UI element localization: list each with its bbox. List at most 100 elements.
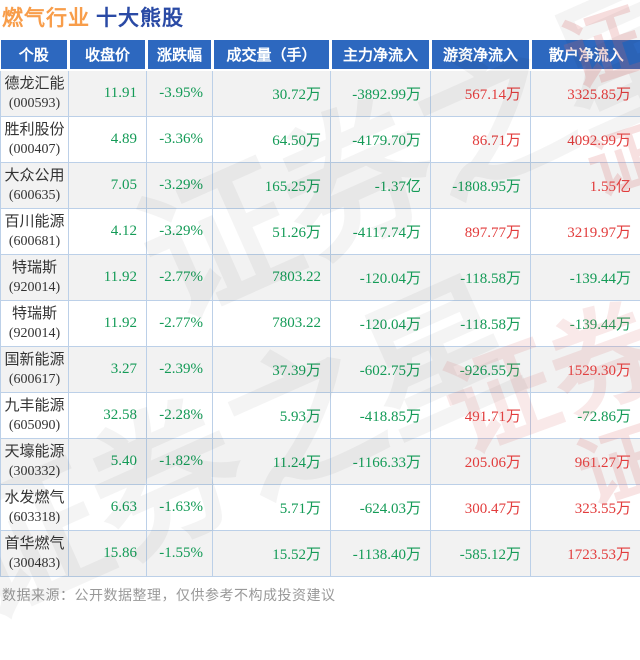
stock-code: (920014) xyxy=(1,278,68,297)
volume-cell: 165.25万 xyxy=(213,163,331,209)
stock-name: 水发燃气 xyxy=(1,489,68,508)
main-net-inflow-cell: -1.37亿 xyxy=(331,163,431,209)
hot-money-net-inflow-cell: 491.71万 xyxy=(431,393,531,439)
close-price-cell: 5.40 xyxy=(69,439,147,485)
hot-money-net-inflow-cell: -118.58万 xyxy=(431,255,531,301)
stock-name-cell: 首华燃气(300483) xyxy=(1,531,69,577)
retail-net-inflow-cell: 1.55亿 xyxy=(531,163,640,209)
stock-code: (600681) xyxy=(1,232,68,251)
column-header: 散户净流入 xyxy=(531,40,640,70)
retail-net-inflow-cell: 4092.99万 xyxy=(531,117,640,163)
stock-code: (600617) xyxy=(1,370,68,389)
main-net-inflow-cell: -418.85万 xyxy=(331,393,431,439)
table-row: 特瑞斯(920014)11.92-2.77%7803.22-120.04万-11… xyxy=(1,301,640,347)
change-percent-cell: -2.39% xyxy=(147,347,213,393)
main-net-inflow-cell: -3892.99万 xyxy=(331,70,431,117)
volume-cell: 7803.22 xyxy=(213,255,331,301)
close-price-cell: 11.92 xyxy=(69,301,147,347)
close-price-cell: 4.12 xyxy=(69,209,147,255)
hot-money-net-inflow-cell: 300.47万 xyxy=(431,485,531,531)
retail-net-inflow-cell: 323.55万 xyxy=(531,485,640,531)
stock-name: 百川能源 xyxy=(1,213,68,232)
stock-name: 特瑞斯 xyxy=(1,305,68,324)
main-net-inflow-cell: -120.04万 xyxy=(331,255,431,301)
main-net-inflow-cell: -624.03万 xyxy=(331,485,431,531)
change-percent-cell: -1.82% xyxy=(147,439,213,485)
table-header-row: 个股收盘价涨跌幅成交量（手）主力净流入游资净流入散户净流入 xyxy=(1,40,640,70)
stock-code: (600635) xyxy=(1,186,68,205)
stock-code: (300483) xyxy=(1,554,68,573)
retail-net-inflow-cell: -72.86万 xyxy=(531,393,640,439)
stock-code: (000593) xyxy=(1,94,68,113)
stock-name: 大众公用 xyxy=(1,167,68,186)
stock-code: (300332) xyxy=(1,462,68,481)
stock-name: 首华燃气 xyxy=(1,535,68,554)
retail-net-inflow-cell: 961.27万 xyxy=(531,439,640,485)
change-percent-cell: -1.55% xyxy=(147,531,213,577)
stock-name-cell: 九丰能源(605090) xyxy=(1,393,69,439)
change-percent-cell: -2.28% xyxy=(147,393,213,439)
stock-name: 德龙汇能 xyxy=(1,75,68,94)
hot-money-net-inflow-cell: 897.77万 xyxy=(431,209,531,255)
change-percent-cell: -1.63% xyxy=(147,485,213,531)
stock-code: (000407) xyxy=(1,140,68,159)
change-percent-cell: -2.77% xyxy=(147,301,213,347)
table-row: 首华燃气(300483)15.86-1.55%15.52万-1138.40万-5… xyxy=(1,531,640,577)
volume-cell: 5.93万 xyxy=(213,393,331,439)
stock-name-cell: 特瑞斯(920014) xyxy=(1,301,69,347)
column-header: 游资净流入 xyxy=(431,40,531,70)
main-net-inflow-cell: -4117.74万 xyxy=(331,209,431,255)
stock-code: (920014) xyxy=(1,324,68,343)
change-percent-cell: -3.95% xyxy=(147,70,213,117)
hot-money-net-inflow-cell: 86.71万 xyxy=(431,117,531,163)
column-header: 收盘价 xyxy=(69,40,147,70)
stock-name-cell: 胜利股份(000407) xyxy=(1,117,69,163)
retail-net-inflow-cell: -139.44万 xyxy=(531,301,640,347)
hot-money-net-inflow-cell: 567.14万 xyxy=(431,70,531,117)
close-price-cell: 7.05 xyxy=(69,163,147,209)
main-net-inflow-cell: -1166.33万 xyxy=(331,439,431,485)
hot-money-net-inflow-cell: 205.06万 xyxy=(431,439,531,485)
volume-cell: 5.71万 xyxy=(213,485,331,531)
retail-net-inflow-cell: 1723.53万 xyxy=(531,531,640,577)
volume-cell: 64.50万 xyxy=(213,117,331,163)
hot-money-net-inflow-cell: -1808.95万 xyxy=(431,163,531,209)
retail-net-inflow-cell: 1529.30万 xyxy=(531,347,640,393)
close-price-cell: 32.58 xyxy=(69,393,147,439)
hot-money-net-inflow-cell: -585.12万 xyxy=(431,531,531,577)
stock-name-cell: 水发燃气(603318) xyxy=(1,485,69,531)
column-header: 主力净流入 xyxy=(331,40,431,70)
stock-code: (605090) xyxy=(1,416,68,435)
close-price-cell: 11.91 xyxy=(69,70,147,117)
subtitle: 十大熊股 xyxy=(96,7,184,30)
column-header: 个股 xyxy=(1,40,69,70)
hot-money-net-inflow-cell: -926.55万 xyxy=(431,347,531,393)
close-price-cell: 11.92 xyxy=(69,255,147,301)
close-price-cell: 4.89 xyxy=(69,117,147,163)
change-percent-cell: -3.36% xyxy=(147,117,213,163)
change-percent-cell: -2.77% xyxy=(147,255,213,301)
stock-name: 胜利股份 xyxy=(1,121,68,140)
main-net-inflow-cell: -120.04万 xyxy=(331,301,431,347)
main-net-inflow-cell: -602.75万 xyxy=(331,347,431,393)
main-net-inflow-cell: -1138.40万 xyxy=(331,531,431,577)
close-price-cell: 3.27 xyxy=(69,347,147,393)
close-price-cell: 6.63 xyxy=(69,485,147,531)
stock-name: 国新能源 xyxy=(1,351,68,370)
volume-cell: 15.52万 xyxy=(213,531,331,577)
stock-name-cell: 天壕能源(300332) xyxy=(1,439,69,485)
volume-cell: 11.24万 xyxy=(213,439,331,485)
volume-cell: 51.26万 xyxy=(213,209,331,255)
stock-name-cell: 特瑞斯(920014) xyxy=(1,255,69,301)
close-price-cell: 15.86 xyxy=(69,531,147,577)
change-percent-cell: -3.29% xyxy=(147,163,213,209)
stock-code: (603318) xyxy=(1,508,68,527)
stock-name-cell: 百川能源(600681) xyxy=(1,209,69,255)
industry-title: 燃气行业 xyxy=(2,7,90,30)
retail-net-inflow-cell: 3325.85万 xyxy=(531,70,640,117)
stock-name-cell: 大众公用(600635) xyxy=(1,163,69,209)
